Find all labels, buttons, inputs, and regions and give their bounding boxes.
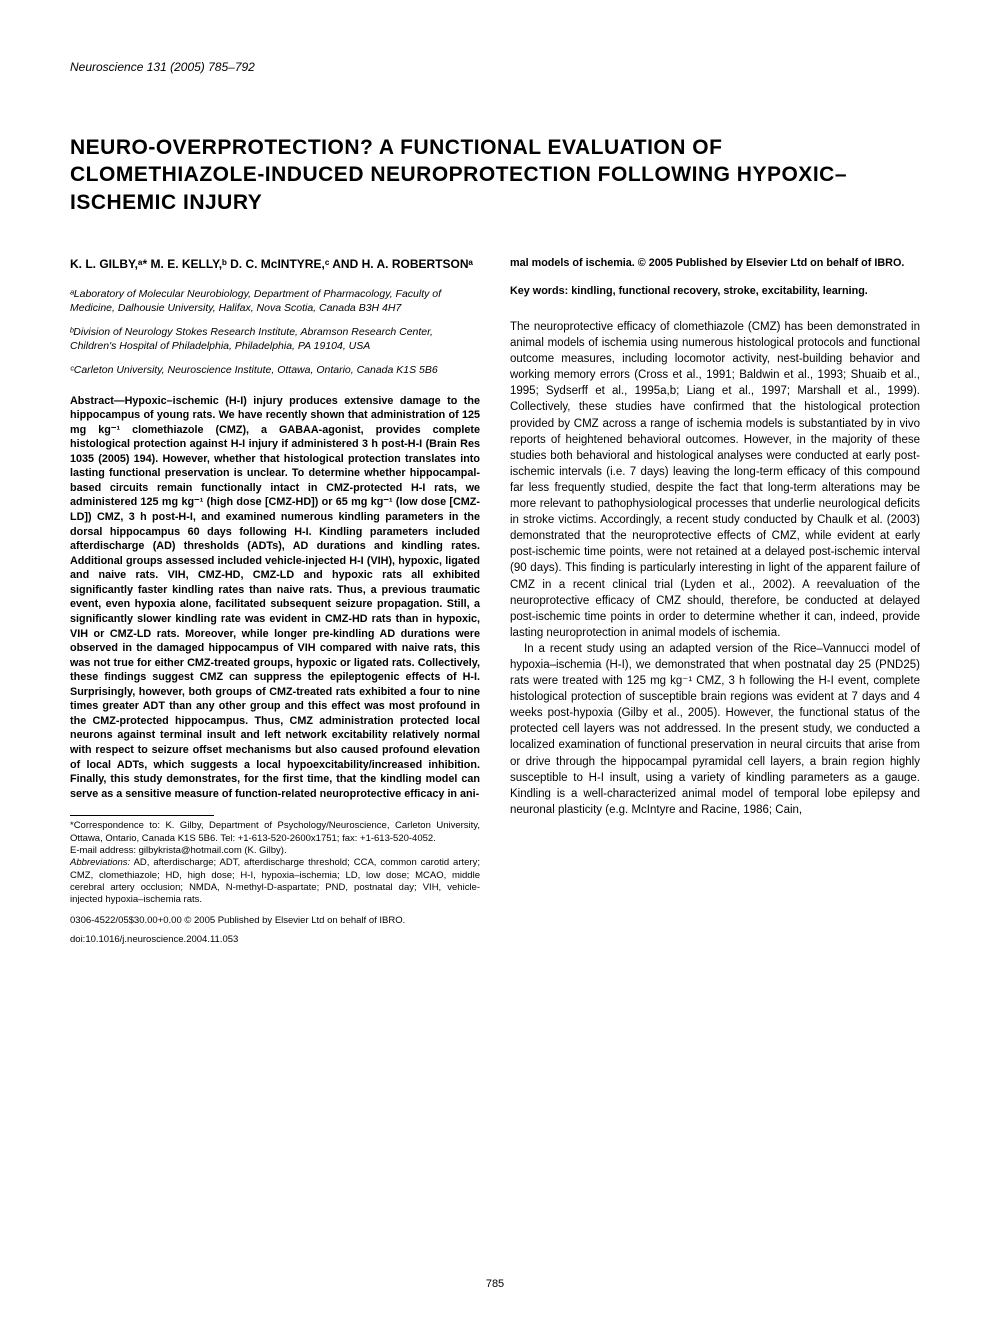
abstract-text: Abstract—Hypoxic–ischemic (H-I) injury p… (70, 394, 480, 802)
right-column: mal models of ischemia. © 2005 Published… (510, 256, 920, 945)
two-column-layout: K. L. GILBY,ᵃ* M. E. KELLY,ᵇ D. C. McINT… (70, 256, 920, 945)
email-address: gilbykrista@hotmail.com (K. Gilby). (139, 845, 287, 856)
page-number: 785 (486, 1278, 504, 1290)
article-title: NEURO-OVERPROTECTION? A FUNCTIONAL EVALU… (70, 134, 920, 216)
correspondence-footnote: *Correspondence to: K. Gilby, Department… (70, 820, 480, 845)
affiliation-c: ᶜCarleton University, Neuroscience Insti… (70, 363, 480, 377)
body-paragraph-1: The neuroprotective efficacy of clomethi… (510, 319, 920, 641)
journal-year: (2005) (170, 60, 205, 74)
journal-name: Neuroscience (70, 60, 143, 74)
abbrev-text: AD, afterdischarge; ADT, afterdischarge … (70, 857, 480, 905)
doi-line: doi:10.1016/j.neuroscience.2004.11.053 (70, 934, 480, 945)
affiliation-a: ᵃLaboratory of Molecular Neurobiology, D… (70, 287, 480, 315)
author-list: K. L. GILBY,ᵃ* M. E. KELLY,ᵇ D. C. McINT… (70, 256, 480, 273)
abstract-tail: mal models of ischemia. © 2005 Published… (510, 256, 920, 271)
body-text: The neuroprotective efficacy of clomethi… (510, 319, 920, 818)
left-column: K. L. GILBY,ᵃ* M. E. KELLY,ᵇ D. C. McINT… (70, 256, 480, 945)
journal-volume: 131 (147, 60, 167, 74)
body-paragraph-2: In a recent study using an adapted versi… (510, 641, 920, 818)
keywords: Key words: kindling, functional recovery… (510, 284, 920, 299)
abbrev-label: Abbreviations: (70, 857, 130, 868)
copyright-line: 0306-4522/05$30.00+0.00 © 2005 Published… (70, 915, 480, 926)
journal-header: Neuroscience 131 (2005) 785–792 (70, 60, 920, 74)
affiliation-b: ᵇDivision of Neurology Stokes Research I… (70, 325, 480, 353)
journal-pages: 785–792 (208, 60, 255, 74)
email-label: E-mail address: (70, 845, 136, 856)
abbreviations-footnote: Abbreviations: AD, afterdischarge; ADT, … (70, 857, 480, 906)
email-footnote: E-mail address: gilbykrista@hotmail.com … (70, 845, 480, 857)
